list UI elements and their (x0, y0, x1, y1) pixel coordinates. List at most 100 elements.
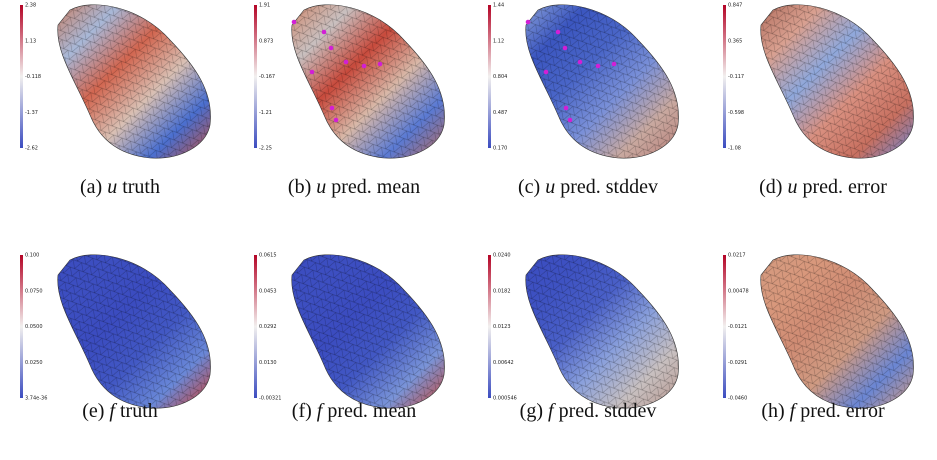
mesh-lines (291, 254, 445, 409)
caption-label: (a) (80, 176, 103, 198)
colorbar-tick-label: 0.0750 (25, 288, 43, 294)
observation-point (595, 63, 601, 69)
observation-point (309, 69, 315, 75)
observation-point (321, 29, 327, 35)
caption-label: (d) (759, 176, 783, 198)
caption-label: (g) (519, 400, 543, 422)
colorbar-tick-label: 0.000546 (493, 396, 517, 402)
colorbar-tick-label: 0.00642 (493, 360, 514, 366)
colorbar-tick-label: 2.38 (25, 3, 36, 9)
colorbar-tick-label: -0.0460 (728, 396, 747, 402)
colorbar-tick-label: -2.62 (25, 146, 38, 152)
colorbar-tick-label: -0.0291 (728, 360, 747, 366)
caption: (h) f pred. error (706, 400, 937, 423)
colorbar-tick-label: 0.0240 (493, 253, 511, 259)
observation-point (361, 63, 367, 69)
colorbar-tick-label: 0.0250 (25, 360, 43, 366)
caption-var: f (316, 400, 323, 422)
panel: 0.0217 0.00478 -0.0121 -0.0291 -0.0460 (723, 253, 914, 409)
panel: 0.100 0.0750 0.0500 0.0250 3.74e-36 (20, 253, 211, 409)
mesh-lines (760, 254, 914, 409)
colorbar-tick-label: -0.598 (728, 110, 744, 116)
caption-label: (b) (287, 176, 312, 198)
caption-text: pred. mean (327, 400, 417, 422)
observation-point (577, 59, 583, 65)
caption: (g) f pred. stddev (471, 400, 705, 423)
caption-var: u (316, 176, 327, 198)
colorbar-tick-label: 0.0615 (259, 253, 277, 259)
colorbar-tick-label: 0.804 (493, 74, 507, 80)
colorbar-tick-label: 0.0182 (493, 288, 511, 294)
colorbar-tick-label: 1.13 (25, 38, 36, 44)
observation-point (377, 61, 383, 67)
panel: 0.0240 0.0182 0.0123 0.00642 0.000546 (488, 253, 679, 409)
colorbar-tick-label: 0.847 (728, 3, 742, 9)
caption-text: pred. stddev (558, 400, 657, 422)
caption-var: f (548, 400, 554, 422)
colorbar (20, 5, 23, 148)
colorbar-tick-label: 0.00478 (728, 288, 749, 294)
colorbar-tick-label: 1.91 (259, 3, 270, 9)
mesh-lines (760, 4, 914, 159)
mesh-lines (57, 254, 211, 409)
colorbar-tick-label: 1.12 (493, 38, 504, 44)
observation-point (563, 105, 569, 111)
caption-label: (h) (761, 400, 785, 422)
caption-label: (e) (82, 400, 105, 422)
caption-text: pred. error (800, 400, 885, 422)
mesh-lines (291, 4, 445, 159)
observation-point (543, 69, 549, 75)
colorbar-tick-label: 1.44 (493, 3, 504, 9)
panel: 0.847 0.365 -0.117 -0.598 -1.08 (723, 3, 914, 159)
caption-text: pred. mean (331, 176, 421, 198)
observation-point (343, 59, 349, 65)
mesh-lines (525, 254, 679, 409)
caption-var: f (109, 400, 115, 422)
colorbar-tick-label: -1.21 (259, 110, 272, 116)
caption-var: f (789, 400, 796, 422)
observation-point (567, 117, 573, 123)
colorbar-tick-label: 0.0123 (493, 324, 511, 330)
colorbar (723, 255, 726, 398)
caption: (b) u pred. mean (237, 176, 471, 199)
panel: 0.0615 0.0453 0.0292 0.0130 -0.00321 (254, 253, 445, 409)
caption-label: (f) (291, 400, 312, 422)
observation-point (525, 19, 531, 25)
colorbar-tick-label: 0.487 (493, 110, 507, 116)
colorbar-tick-label: 0.0453 (259, 288, 277, 294)
caption-var: u (787, 176, 798, 198)
colorbar (723, 5, 726, 148)
caption: (f) f pred. mean (237, 400, 471, 423)
colorbar-tick-label: -1.08 (728, 146, 741, 152)
observation-point (329, 105, 335, 111)
colorbar-tick-label: -1.37 (25, 110, 38, 116)
panel: 1.91 0.873 -0.167 -1.21 -2.25 (254, 3, 445, 159)
colorbar (254, 255, 257, 398)
colorbar-tick-label: -0.00321 (259, 396, 281, 402)
colorbar-tick-label: -0.118 (25, 74, 41, 80)
colorbar-tick-label: -0.167 (259, 74, 275, 80)
observation-point (328, 45, 334, 51)
caption-label: (c) (518, 176, 541, 198)
colorbar-tick-label: 0.0217 (728, 253, 746, 259)
caption: (a) u truth (3, 176, 237, 199)
panel: 1.44 1.12 0.804 0.487 0.170 (488, 3, 679, 159)
mesh-lines (525, 4, 679, 159)
caption: (d) u pred. error (706, 176, 937, 199)
caption: (e) f truth (3, 400, 237, 423)
caption-var: u (107, 176, 118, 198)
colorbar-tick-label: 0.873 (259, 38, 273, 44)
caption: (c) u pred. stddev (471, 176, 705, 199)
colorbar (20, 255, 23, 398)
colorbar (488, 5, 491, 148)
caption-text: pred. error (802, 176, 887, 198)
colorbar-tick-label: 0.0292 (259, 324, 277, 330)
mesh-lines (57, 4, 211, 159)
colorbar-tick-label: -0.0121 (728, 324, 747, 330)
observation-point (555, 29, 561, 35)
observation-point (291, 19, 297, 25)
caption-text: pred. stddev (560, 176, 658, 198)
colorbar-tick-label: 0.0500 (25, 324, 43, 330)
colorbar-tick-label: 0.365 (728, 38, 742, 44)
